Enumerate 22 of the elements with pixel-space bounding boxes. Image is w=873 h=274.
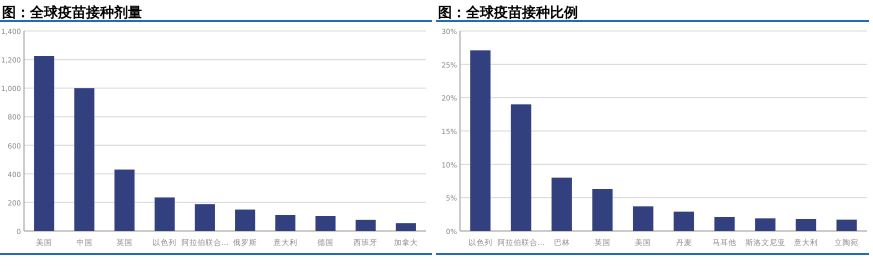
bar xyxy=(714,217,735,231)
bar xyxy=(194,204,215,231)
bar xyxy=(34,56,54,231)
bar xyxy=(674,212,694,231)
bar xyxy=(470,50,491,231)
bar xyxy=(74,88,94,231)
bar xyxy=(275,215,296,231)
bar xyxy=(632,206,654,231)
bar xyxy=(510,104,532,231)
bar xyxy=(315,216,336,231)
bar xyxy=(114,170,135,231)
bar xyxy=(796,219,816,231)
chart-title: 图：全球疫苗接种剂量 xyxy=(2,4,142,21)
chart-title: 图：全球疫苗接种比例 xyxy=(438,4,578,21)
bar xyxy=(154,197,175,231)
bar xyxy=(356,220,376,231)
bar xyxy=(755,218,776,231)
bar xyxy=(836,220,857,231)
bar xyxy=(235,210,256,231)
bar xyxy=(552,178,572,231)
bar xyxy=(396,223,416,231)
bar xyxy=(592,189,613,231)
